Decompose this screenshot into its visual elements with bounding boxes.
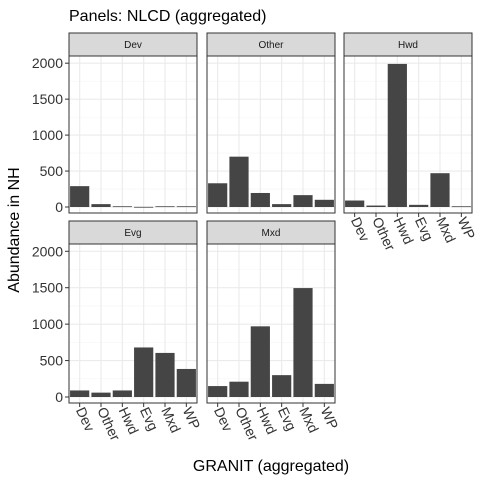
strip-label-hwd: Hwd [398,40,418,51]
bar-hwd-dev [345,200,365,207]
bar-mxd-dev [208,386,228,397]
bar-evg-other [91,392,111,397]
facet-dev: Dev 0 500 1000 1500 2000 [32,32,198,215]
x-tick-label: Mxd [158,405,184,436]
y-axis-title: Abundance in NH [6,167,23,292]
bar-dev-evg [134,206,154,208]
y-tick-label: 500 [40,163,64,179]
y-tick-label: 1000 [32,127,63,143]
x-tick-label: Dev [348,215,373,244]
bar-mxd-other [229,381,249,397]
x-tick-label: Dev [211,405,236,434]
bar-dev-dev [70,186,90,207]
bar-other-evg [272,204,292,207]
x-axis-title: GRANIT (aggregated) [193,458,349,475]
panel-background [344,56,472,213]
bar-other-hwd [250,192,270,207]
bar-evg-dev [70,390,90,397]
bar-hwd-other [366,205,386,207]
y-tick-label: 500 [40,353,64,369]
x-tick-label: Mxd [433,215,459,246]
panel-background [207,244,335,403]
bar-other-dev [208,183,228,207]
bar-evg-evg [134,347,154,397]
bar-hwd-hwd [387,63,407,208]
bar-dev-mxd [155,206,175,208]
bar-other-other [229,156,249,207]
panel-background [69,244,197,403]
y-tick-label: 0 [55,199,63,215]
x-tick-label: Mxd [296,405,322,436]
x-tick-label: Dev [73,405,98,434]
y-tick-label: 1500 [32,280,63,296]
y-tick-label: 0 [55,389,63,405]
strip-label-evg: Evg [124,228,141,239]
strip-background [68,32,198,57]
bar-hwd-mxd [430,173,450,207]
chart-title: Panels: NLCD (aggregated) [69,8,266,25]
bar-dev-hwd [112,206,132,208]
strip-background [206,220,336,245]
bar-dev-other [91,204,111,207]
bar-hwd-wp [451,206,471,208]
panel-background [207,56,335,213]
strip-background [68,220,198,245]
bar-other-mxd [293,195,313,207]
bar-mxd-hwd [250,326,270,397]
bar-mxd-mxd [293,288,313,397]
y-tick-label: 1000 [32,316,63,332]
bar-mxd-wp [314,383,334,397]
bar-evg-wp [176,368,196,397]
bar-other-wp [314,199,334,207]
y-tick-label: 2000 [32,55,63,71]
bar-dev-wp [176,206,196,208]
y-tick-label: 2000 [32,243,63,259]
y-tick-label: 1500 [32,91,63,107]
bar-hwd-evg [409,204,429,207]
panel-background [69,56,197,213]
bar-mxd-evg [272,375,292,397]
bar-evg-hwd [112,390,132,397]
strip-label-other: Other [258,40,284,51]
strip-background [206,32,336,57]
bar-evg-mxd [155,352,175,397]
strip-label-mxd: Mxd [262,228,281,239]
strip-label-dev: Dev [124,40,142,51]
facet-other: Other [206,32,336,214]
strip-background [343,32,473,57]
